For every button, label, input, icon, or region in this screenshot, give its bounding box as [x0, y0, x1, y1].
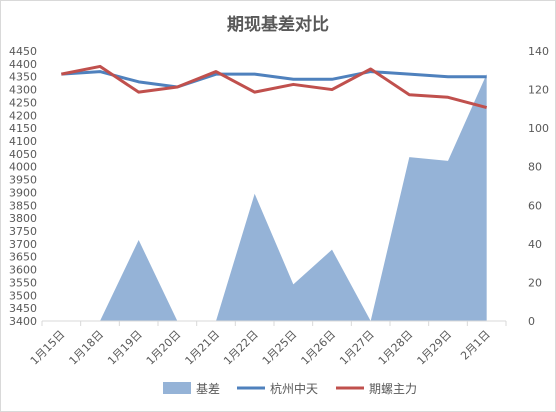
- y-left-tick-label: 3800: [9, 212, 37, 225]
- y-left-tick-label: 3600: [9, 264, 37, 277]
- x-category-label: 1月15日: [28, 328, 68, 368]
- y-left-tick-label: 4100: [9, 135, 37, 148]
- y-left-tick-label: 3450: [9, 302, 37, 315]
- y-left-tick-label: 4350: [9, 71, 37, 84]
- x-category-label: 1月26日: [299, 328, 339, 368]
- y-left-tick-label: 4200: [9, 109, 37, 122]
- y-left-tick-label: 4000: [9, 161, 37, 174]
- x-category-label: 1月27日: [337, 328, 377, 368]
- y-left-tick-label: 3650: [9, 251, 37, 264]
- y-left-tick-label: 4150: [9, 122, 37, 135]
- y-right-tick-label: 0: [528, 315, 535, 328]
- x-category-label: 1月25日: [260, 328, 300, 368]
- y-left-tick-label: 3750: [9, 225, 37, 238]
- y-right-tick-label: 60: [528, 199, 542, 212]
- y-left-tick-label: 3900: [9, 186, 37, 199]
- y-left-tick-label: 3700: [9, 238, 37, 251]
- y-left-tick-label: 4400: [9, 58, 37, 71]
- x-category-label: 2月1日: [458, 328, 493, 363]
- y-right-tick-label: 100: [528, 122, 549, 135]
- y-left-tick-label: 3850: [9, 199, 37, 212]
- line-series-1: [61, 70, 487, 89]
- x-category-label: 1月22日: [221, 328, 261, 368]
- area-series-basis: [61, 74, 487, 322]
- y-left-tick-label: 3950: [9, 174, 37, 187]
- legend-label: 基差: [196, 382, 220, 396]
- x-category-label: 1月18日: [67, 328, 107, 368]
- legend-swatch-area: [163, 382, 191, 394]
- y-right-tick-label: 80: [528, 161, 542, 174]
- legend-label: 期螺主力: [369, 382, 417, 396]
- y-left-tick-label: 3500: [9, 289, 37, 302]
- x-category-label: 1月21日: [183, 328, 223, 368]
- y-left-tick-label: 3550: [9, 276, 37, 289]
- x-category-label: 1月28日: [376, 328, 416, 368]
- y-left-tick-label: 3400: [9, 315, 37, 328]
- y-left-tick-label: 4300: [9, 84, 37, 97]
- y-right-tick-label: 20: [528, 276, 542, 289]
- legend-label: 杭州中天: [270, 381, 318, 396]
- line-series-2: [61, 64, 488, 110]
- y-left-tick-label: 4450: [9, 45, 37, 58]
- y-right-tick-label: 120: [528, 84, 549, 97]
- y-left-tick-label: 4250: [9, 96, 37, 109]
- y-right-tick-label: 40: [528, 238, 542, 251]
- y-left-tick-label: 4050: [9, 148, 37, 161]
- x-category-label: 1月19日: [105, 328, 145, 368]
- y-right-tick-label: 140: [528, 45, 549, 58]
- chart-title: 期现基差对比: [227, 15, 329, 35]
- x-category-label: 1月20日: [144, 328, 184, 368]
- x-category-label: 1月29日: [415, 328, 455, 368]
